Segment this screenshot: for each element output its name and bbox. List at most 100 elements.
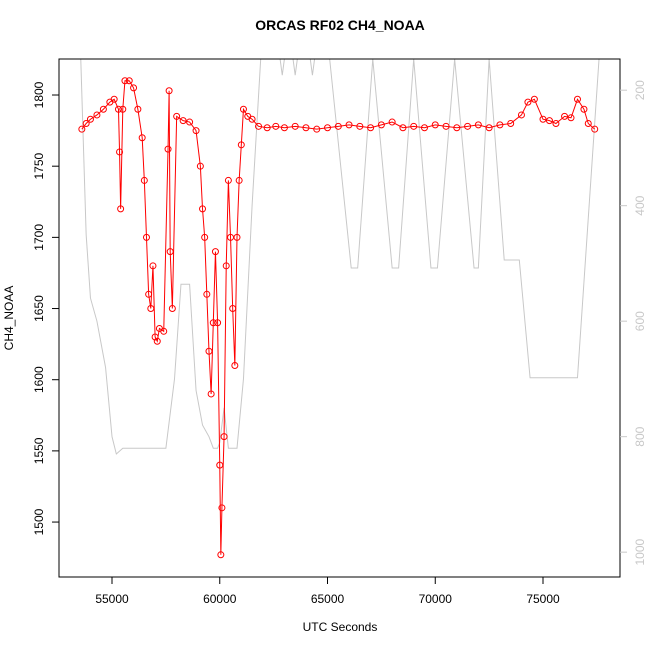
data-point: [209, 319, 217, 327]
data-point: [539, 115, 547, 123]
data-point: [464, 122, 472, 130]
data-point: [233, 233, 241, 241]
data-point: [591, 125, 599, 133]
data-point: [145, 290, 153, 298]
y2-tick-label: 1000: [633, 538, 647, 565]
data-point: [248, 115, 256, 123]
data-point: [263, 124, 271, 132]
data-point: [231, 361, 239, 369]
data-point: [142, 233, 150, 241]
data-point: [211, 248, 219, 256]
data-point: [214, 319, 222, 327]
y-tick-label: 1600: [32, 366, 46, 393]
data-point: [217, 551, 225, 559]
data-point: [149, 262, 157, 270]
data-point: [125, 77, 133, 85]
data-point: [237, 141, 245, 149]
data-point: [216, 461, 224, 469]
data-point: [93, 111, 101, 119]
data-point: [160, 327, 168, 335]
data-point: [207, 390, 215, 398]
data-point: [192, 127, 200, 135]
data-point: [442, 122, 450, 130]
x-tick-label: 75000: [526, 592, 560, 606]
data-point: [140, 176, 148, 184]
data-point: [199, 205, 207, 213]
data-point: [431, 121, 439, 129]
data-point: [173, 112, 181, 120]
series-line: [81, 80, 596, 555]
chart-title: ORCAS RF02 CH4_NOAA: [255, 17, 425, 33]
data-point: [151, 333, 159, 341]
data-point: [388, 118, 396, 126]
data-point: [345, 121, 353, 129]
y2-tick-label: 800: [633, 426, 647, 446]
data-point: [99, 105, 107, 113]
data-point: [153, 337, 161, 345]
data-point: [291, 122, 299, 130]
data-point: [410, 122, 418, 130]
plot-area: [78, 59, 600, 559]
data-point: [545, 117, 553, 125]
data-point: [130, 84, 138, 92]
data-point: [399, 124, 407, 132]
data-point: [165, 87, 173, 95]
data-point: [147, 305, 155, 313]
data-point: [552, 119, 560, 127]
data-point: [377, 121, 385, 129]
data-point: [168, 305, 176, 313]
data-point: [584, 119, 592, 127]
data-point: [116, 148, 124, 156]
y-tick-label: 1700: [32, 224, 46, 251]
data-point: [86, 115, 94, 123]
x-tick-label: 70000: [419, 592, 453, 606]
data-point: [138, 134, 146, 142]
data-point: [201, 233, 209, 241]
data-point: [474, 121, 482, 129]
data-point: [356, 122, 364, 130]
y-tick-label: 1500: [32, 508, 46, 535]
data-point: [420, 124, 428, 132]
data-point: [302, 124, 310, 132]
x-axis-label: UTC Seconds: [303, 620, 378, 634]
data-point: [119, 105, 127, 113]
data-point: [114, 105, 122, 113]
data-point: [561, 112, 569, 120]
data-point: [496, 121, 504, 129]
data-point: [485, 124, 493, 132]
data-point: [453, 124, 461, 132]
data-point: [530, 95, 538, 103]
data-point: [78, 125, 86, 133]
data-point: [313, 125, 321, 133]
data-point: [580, 105, 588, 113]
series-line: [80, 59, 600, 455]
data-point: [222, 262, 230, 270]
data-point: [255, 122, 263, 130]
y-tick-label: 1750: [32, 153, 46, 180]
data-point: [166, 248, 174, 256]
data-point: [117, 205, 125, 213]
y2-tick-label: 600: [633, 311, 647, 331]
data-point: [573, 95, 581, 103]
data-point: [235, 176, 243, 184]
data-point: [280, 124, 288, 132]
data-point: [134, 105, 142, 113]
y-tick-label: 1550: [32, 437, 46, 464]
plot-frame: [58, 58, 621, 578]
data-point: [121, 77, 129, 85]
data-point: [517, 111, 525, 119]
data-point: [218, 504, 226, 512]
data-point: [164, 145, 172, 153]
data-point: [272, 122, 280, 130]
x-tick-label: 55000: [95, 592, 129, 606]
data-point: [196, 162, 204, 170]
y2-tick-label: 400: [633, 195, 647, 215]
data-point: [367, 124, 375, 132]
data-point: [179, 117, 187, 125]
data-point: [224, 176, 232, 184]
data-point: [567, 114, 575, 122]
y-axis-label: CH4_NOAA: [2, 286, 16, 351]
data-point: [186, 118, 194, 126]
